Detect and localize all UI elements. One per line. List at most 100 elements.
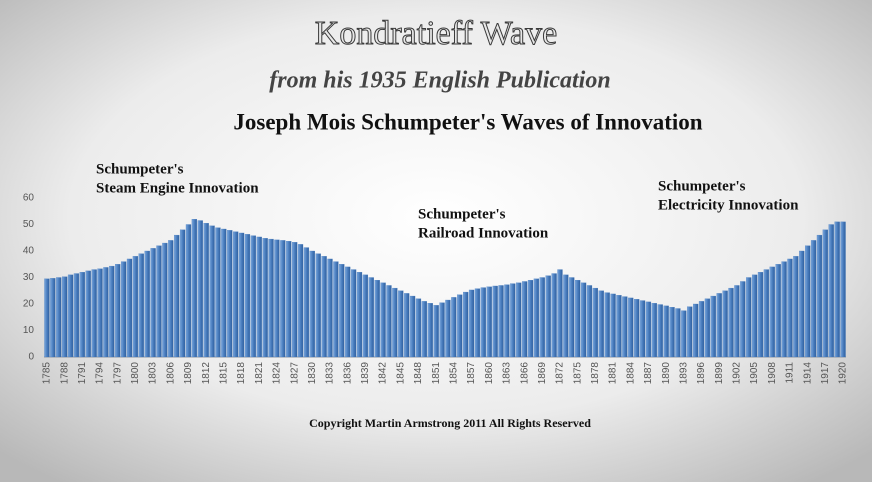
bar <box>769 266 775 358</box>
x-tick-label: 1881 <box>608 362 619 385</box>
bar <box>822 229 828 358</box>
bar <box>828 224 834 358</box>
bar <box>445 299 451 358</box>
bar <box>67 274 74 358</box>
bar <box>315 253 321 358</box>
x-tick-label: 1872 <box>555 362 566 385</box>
bar <box>628 297 634 358</box>
bar <box>716 293 722 358</box>
x-tick-label: 1839 <box>360 362 371 385</box>
bar <box>297 244 304 358</box>
y-tick-label: 30 <box>23 272 35 283</box>
bar <box>415 298 422 358</box>
bar <box>162 242 168 358</box>
bar <box>156 245 162 358</box>
bar <box>622 296 628 358</box>
x-tick-label: 1896 <box>696 362 707 385</box>
bar <box>592 287 599 358</box>
bar <box>563 274 569 358</box>
bar <box>386 285 392 358</box>
bar <box>221 228 227 358</box>
bar <box>492 285 498 358</box>
bar <box>681 310 687 358</box>
chart-subtitle: Joseph Mois Schumpeter's Waves of Innova… <box>233 109 702 134</box>
x-tick-label: 1863 <box>502 362 513 385</box>
bar <box>521 281 528 358</box>
bar <box>575 279 581 358</box>
bar <box>775 264 781 358</box>
x-tick-label: 1908 <box>767 362 778 385</box>
bar <box>551 273 557 358</box>
bar <box>463 291 469 358</box>
bar <box>504 284 510 358</box>
bar <box>345 266 351 358</box>
bar <box>663 305 669 358</box>
x-tick-label: 1827 <box>289 362 300 385</box>
bar <box>516 282 522 358</box>
annotation: Schumpeter's <box>658 178 746 194</box>
bar <box>362 274 369 358</box>
annotation: Electricity Innovation <box>658 197 799 213</box>
bar <box>79 272 85 358</box>
bar <box>616 295 622 358</box>
bar <box>380 282 386 358</box>
chart-subtitle: from his 1935 English Publication <box>269 68 610 94</box>
bar <box>138 253 144 358</box>
x-tick-label: 1890 <box>661 362 672 385</box>
bar <box>404 293 410 358</box>
annotation: Railroad Innovation <box>418 225 549 241</box>
bar <box>722 290 728 358</box>
x-tick-label: 1866 <box>519 362 530 385</box>
bar <box>368 277 374 358</box>
x-tick-label: 1788 <box>59 362 70 385</box>
bar <box>250 235 256 358</box>
y-tick-label: 0 <box>28 352 34 363</box>
bar <box>510 283 516 358</box>
bar <box>244 234 251 358</box>
x-tick-label: 1899 <box>714 362 725 385</box>
y-tick-label: 50 <box>23 219 35 230</box>
x-tick-label: 1905 <box>749 362 760 385</box>
bar <box>91 269 97 358</box>
bar <box>97 268 103 358</box>
bar <box>392 287 398 358</box>
x-tick-label: 1893 <box>678 362 689 385</box>
bar <box>710 295 716 358</box>
annotation: Schumpeter's <box>418 206 506 222</box>
bar <box>132 256 139 358</box>
bar <box>427 303 433 358</box>
bar <box>816 234 823 358</box>
bar <box>309 250 315 358</box>
x-tick-label: 1851 <box>431 362 442 385</box>
bar <box>179 229 186 358</box>
x-tick-label: 1920 <box>838 362 849 385</box>
bar <box>634 299 640 358</box>
bar <box>645 301 652 358</box>
x-tick-label: 1887 <box>643 362 654 385</box>
bar <box>757 272 764 358</box>
bar <box>233 231 239 358</box>
bar <box>787 258 793 358</box>
x-tick-label: 1785 <box>42 362 53 385</box>
x-tick-label: 1809 <box>183 362 194 385</box>
bar <box>763 269 770 358</box>
x-tick-label: 1794 <box>95 362 106 385</box>
bar <box>85 270 91 358</box>
y-tick-label: 40 <box>23 246 35 257</box>
bar <box>539 277 545 358</box>
bar <box>126 258 133 358</box>
bar <box>268 238 274 358</box>
bar <box>109 265 115 358</box>
bar <box>669 307 675 358</box>
bar <box>274 239 280 358</box>
bar <box>480 287 486 358</box>
bar <box>639 300 646 358</box>
bar <box>557 269 563 358</box>
bar <box>486 286 492 358</box>
bar <box>280 240 286 358</box>
x-tick-label: 1854 <box>448 362 459 385</box>
chart-title: Kondratieff Wave <box>315 15 557 52</box>
x-tick-label: 1911 <box>785 362 796 384</box>
bar <box>209 225 215 358</box>
bar <box>321 256 327 358</box>
